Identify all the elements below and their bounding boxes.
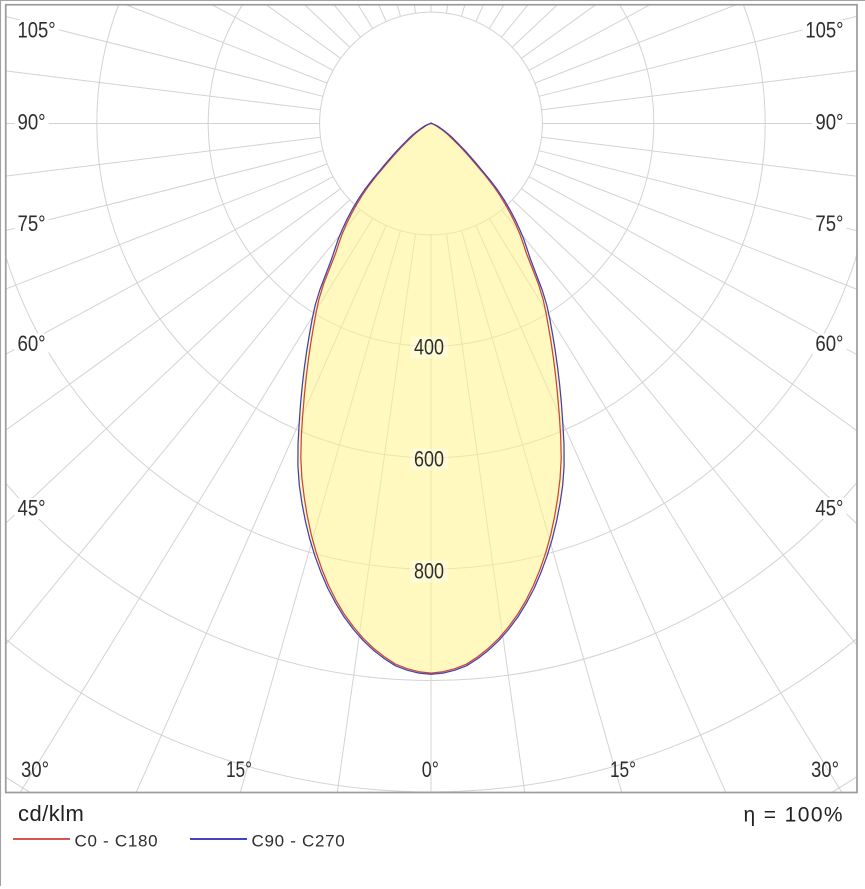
svg-text:600: 600 bbox=[414, 447, 444, 472]
svg-text:30°: 30° bbox=[21, 757, 49, 782]
svg-text:C90 - C270: C90 - C270 bbox=[252, 832, 346, 851]
svg-text:45°: 45° bbox=[18, 496, 46, 521]
svg-text:800: 800 bbox=[414, 559, 444, 584]
svg-text:15°: 15° bbox=[610, 757, 636, 782]
svg-text:cd/klm: cd/klm bbox=[18, 801, 84, 826]
svg-text:105°: 105° bbox=[18, 18, 56, 43]
svg-text:105°: 105° bbox=[805, 18, 843, 43]
svg-text:90°: 90° bbox=[815, 110, 843, 135]
svg-text:75°: 75° bbox=[815, 211, 843, 236]
svg-text:C0 - C180: C0 - C180 bbox=[75, 832, 159, 851]
svg-text:60°: 60° bbox=[18, 331, 46, 356]
svg-text:90°: 90° bbox=[18, 110, 46, 135]
svg-text:0°: 0° bbox=[422, 757, 439, 782]
svg-text:400: 400 bbox=[414, 335, 444, 360]
svg-text:30°: 30° bbox=[811, 757, 839, 782]
svg-text:75°: 75° bbox=[18, 211, 46, 236]
svg-text:η = 100%: η = 100% bbox=[743, 804, 844, 827]
svg-text:45°: 45° bbox=[815, 496, 843, 521]
svg-text:15°: 15° bbox=[226, 757, 252, 782]
svg-text:60°: 60° bbox=[815, 331, 843, 356]
